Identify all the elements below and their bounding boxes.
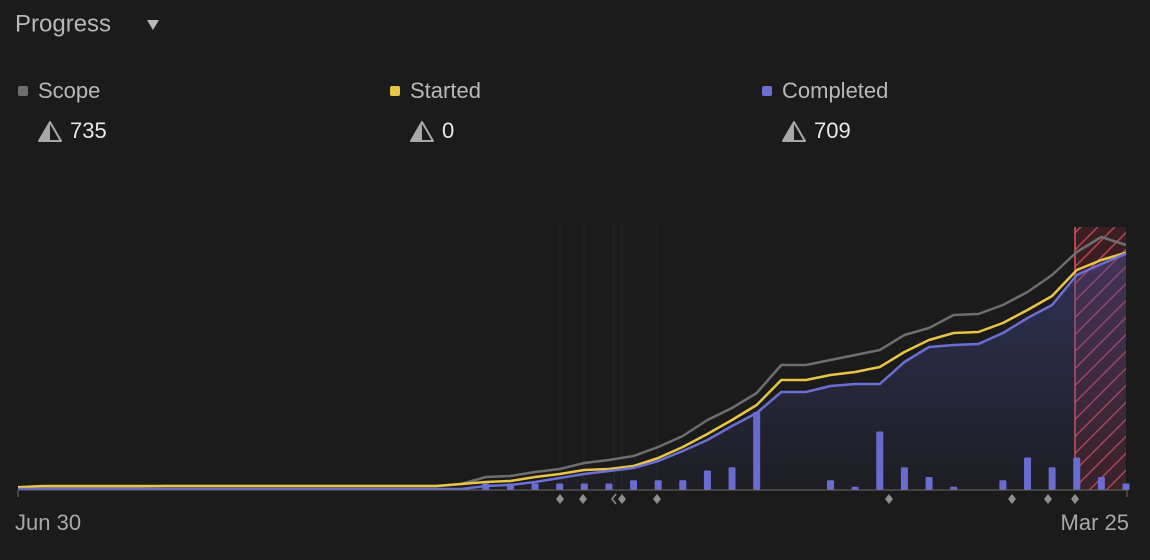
legend-count: 709 [814, 118, 851, 143]
legend-count: 0 [442, 118, 454, 143]
legend-swatch [18, 86, 28, 96]
legend-label: Scope [38, 78, 100, 103]
completed-area [18, 253, 1126, 490]
legend-label: Started [410, 78, 481, 103]
x-labels: Jun 30 Mar 25 [15, 510, 1129, 535]
count-icon [410, 121, 434, 142]
icon-fill [783, 122, 794, 141]
milestone-markers [556, 493, 1079, 505]
count-icon [38, 121, 62, 142]
faint-guides [559, 225, 658, 490]
plot [17, 235, 1130, 491]
legend-swatch [762, 86, 772, 96]
series-line [17, 251, 1127, 489]
legend-count: 735 [70, 118, 107, 143]
icon-fill [411, 122, 422, 141]
x-tick-label: Jun 30 [15, 510, 81, 535]
panel-title: Progress [15, 10, 111, 37]
x-tick-label: Mar 25 [1061, 510, 1129, 535]
legend-swatch [390, 86, 400, 96]
legend-label: Completed [782, 78, 888, 103]
series-line [18, 252, 1127, 491]
count-icon [782, 121, 806, 142]
icon-fill [39, 122, 50, 141]
dropdown-arrow[interactable] [147, 20, 159, 30]
legend: Scope 735 Started 0 Completed 709 [18, 78, 888, 143]
